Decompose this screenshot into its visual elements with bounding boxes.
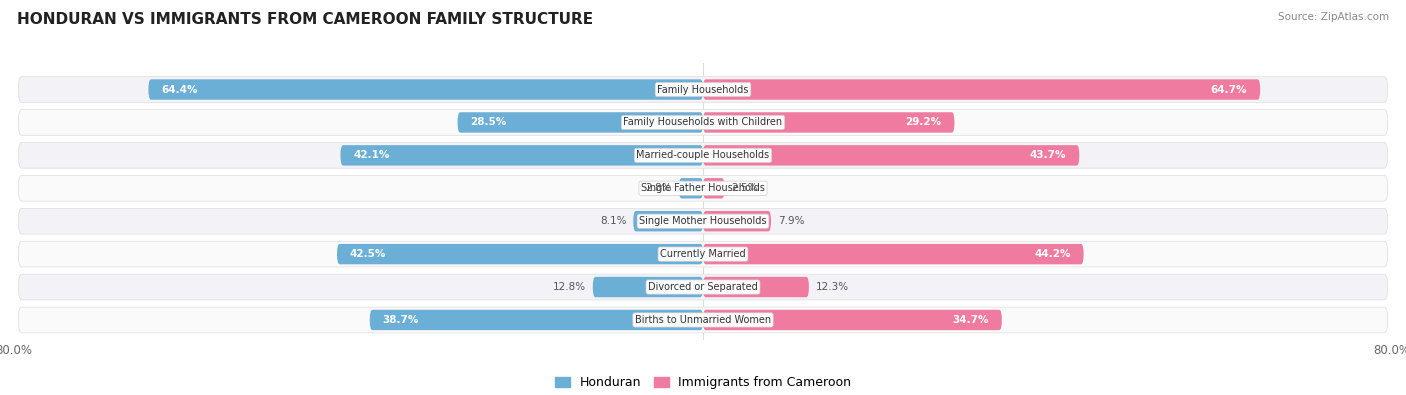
Text: Single Mother Households: Single Mother Households	[640, 216, 766, 226]
Text: 64.4%: 64.4%	[162, 85, 198, 94]
Text: 29.2%: 29.2%	[905, 117, 942, 128]
Text: 7.9%: 7.9%	[778, 216, 804, 226]
Text: 43.7%: 43.7%	[1031, 150, 1066, 160]
FancyBboxPatch shape	[18, 175, 1388, 201]
FancyBboxPatch shape	[370, 310, 703, 330]
FancyBboxPatch shape	[18, 209, 1388, 234]
Text: Married-couple Households: Married-couple Households	[637, 150, 769, 160]
Text: 64.7%: 64.7%	[1211, 85, 1247, 94]
FancyBboxPatch shape	[703, 79, 1260, 100]
FancyBboxPatch shape	[18, 307, 1388, 333]
Text: Family Households with Children: Family Households with Children	[623, 117, 783, 128]
FancyBboxPatch shape	[633, 211, 703, 231]
FancyBboxPatch shape	[703, 310, 1002, 330]
FancyBboxPatch shape	[703, 211, 770, 231]
Text: 42.1%: 42.1%	[353, 150, 389, 160]
Legend: Honduran, Immigrants from Cameroon: Honduran, Immigrants from Cameroon	[550, 371, 856, 394]
FancyBboxPatch shape	[340, 145, 703, 166]
Text: 44.2%: 44.2%	[1035, 249, 1071, 259]
FancyBboxPatch shape	[703, 178, 724, 198]
FancyBboxPatch shape	[703, 112, 955, 133]
FancyBboxPatch shape	[593, 277, 703, 297]
FancyBboxPatch shape	[18, 241, 1388, 267]
Text: Single Father Households: Single Father Households	[641, 183, 765, 193]
Text: 8.1%: 8.1%	[600, 216, 626, 226]
FancyBboxPatch shape	[703, 145, 1080, 166]
Text: 12.3%: 12.3%	[815, 282, 849, 292]
FancyBboxPatch shape	[149, 79, 703, 100]
Text: Source: ZipAtlas.com: Source: ZipAtlas.com	[1278, 12, 1389, 22]
FancyBboxPatch shape	[18, 274, 1388, 300]
FancyBboxPatch shape	[457, 112, 703, 133]
FancyBboxPatch shape	[18, 109, 1388, 135]
FancyBboxPatch shape	[18, 143, 1388, 168]
Text: Divorced or Separated: Divorced or Separated	[648, 282, 758, 292]
FancyBboxPatch shape	[679, 178, 703, 198]
FancyBboxPatch shape	[337, 244, 703, 264]
Text: Currently Married: Currently Married	[661, 249, 745, 259]
Text: 42.5%: 42.5%	[350, 249, 387, 259]
Text: 2.5%: 2.5%	[731, 183, 758, 193]
Text: 34.7%: 34.7%	[952, 315, 988, 325]
FancyBboxPatch shape	[703, 277, 808, 297]
Text: 28.5%: 28.5%	[471, 117, 506, 128]
FancyBboxPatch shape	[703, 244, 1084, 264]
Text: Births to Unmarried Women: Births to Unmarried Women	[636, 315, 770, 325]
Text: Family Households: Family Households	[658, 85, 748, 94]
Text: 38.7%: 38.7%	[382, 315, 419, 325]
Text: 12.8%: 12.8%	[553, 282, 586, 292]
FancyBboxPatch shape	[18, 77, 1388, 102]
Text: 2.8%: 2.8%	[645, 183, 672, 193]
Text: HONDURAN VS IMMIGRANTS FROM CAMEROON FAMILY STRUCTURE: HONDURAN VS IMMIGRANTS FROM CAMEROON FAM…	[17, 12, 593, 27]
